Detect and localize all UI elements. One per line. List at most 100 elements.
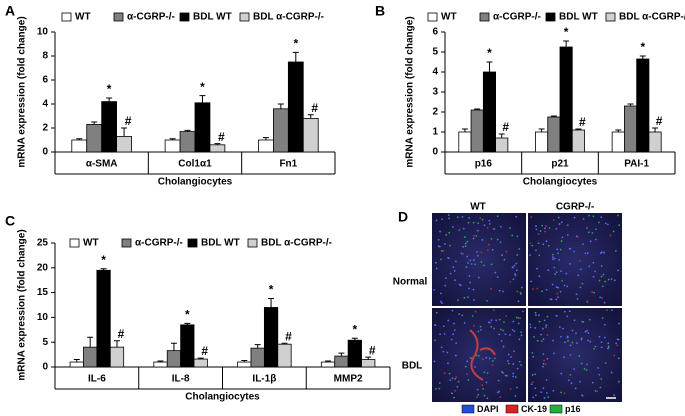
x-tick-label: Fn1 bbox=[279, 159, 297, 170]
cell-dot bbox=[443, 333, 446, 335]
cell-dot bbox=[601, 317, 604, 319]
cell-dot bbox=[618, 224, 621, 227]
cell-dot bbox=[502, 329, 504, 332]
cell-dot bbox=[435, 311, 438, 314]
cell-dot bbox=[556, 248, 559, 251]
cell-dot bbox=[435, 387, 437, 390]
cell-dot bbox=[591, 381, 594, 384]
y-tick-label: 10 bbox=[37, 312, 49, 323]
cell-dot bbox=[522, 310, 524, 313]
error-bar bbox=[184, 129, 191, 132]
cell-dot bbox=[509, 333, 511, 336]
cell-dot bbox=[580, 338, 583, 341]
cell-dot bbox=[557, 252, 559, 255]
cell-dot bbox=[544, 230, 546, 233]
cell-dot bbox=[542, 327, 544, 330]
cell-dot bbox=[552, 389, 555, 392]
cell-dot bbox=[504, 374, 507, 377]
cell-dot bbox=[449, 244, 451, 247]
error-bar bbox=[157, 360, 164, 363]
cell-dot bbox=[596, 390, 599, 393]
cell-dot bbox=[487, 249, 489, 252]
significance-mark: * bbox=[200, 80, 205, 94]
bar bbox=[495, 137, 509, 153]
bar bbox=[237, 361, 252, 368]
cell-dot bbox=[568, 247, 571, 250]
cell-dot bbox=[543, 397, 546, 399]
cell-dot bbox=[617, 214, 620, 217]
cell-dot bbox=[558, 326, 561, 328]
cell-dot bbox=[487, 243, 490, 246]
cell-dot bbox=[451, 392, 454, 395]
bar bbox=[470, 109, 484, 153]
cell-dot bbox=[560, 240, 563, 242]
bar bbox=[547, 116, 561, 153]
cell-dot bbox=[451, 309, 454, 312]
cell-dot bbox=[496, 215, 499, 218]
error-bar bbox=[325, 360, 332, 363]
cell-dot bbox=[469, 356, 472, 359]
cell-dot bbox=[496, 238, 499, 241]
cell-dot bbox=[603, 336, 606, 339]
row-label: BDL bbox=[402, 361, 423, 372]
cell-dot bbox=[448, 372, 451, 375]
cell-dot bbox=[498, 333, 501, 336]
cell-dot bbox=[581, 282, 584, 285]
cell-dot bbox=[594, 270, 596, 273]
cell-dot bbox=[445, 234, 448, 236]
cell-dot bbox=[545, 225, 547, 227]
significance-mark: * bbox=[564, 25, 569, 39]
cell-dot bbox=[553, 352, 555, 355]
bar bbox=[166, 350, 182, 368]
cell-dot bbox=[490, 263, 493, 266]
y-tick-label: 3 bbox=[432, 87, 438, 98]
cell-dot bbox=[560, 391, 563, 394]
cell-dot bbox=[530, 216, 533, 218]
cell-dot bbox=[555, 227, 558, 230]
cell-dot bbox=[600, 341, 603, 344]
cell-dot bbox=[439, 258, 442, 261]
cell-dot bbox=[511, 266, 514, 269]
bar bbox=[83, 346, 98, 368]
cell-dot bbox=[466, 255, 469, 258]
cell-dot bbox=[476, 388, 479, 391]
panel-letter: B bbox=[375, 3, 385, 19]
cell-dot bbox=[534, 387, 537, 390]
cell-dot bbox=[553, 257, 556, 260]
cell-dot bbox=[479, 325, 482, 328]
cell-dot bbox=[486, 372, 489, 374]
cell-dot bbox=[516, 367, 519, 370]
cell-dot bbox=[577, 274, 580, 277]
cell-dot bbox=[520, 364, 523, 366]
bar bbox=[101, 101, 117, 153]
cell-dot bbox=[438, 382, 441, 384]
cell-dot bbox=[492, 227, 495, 230]
cell-dot bbox=[583, 367, 586, 370]
cell-dot bbox=[512, 278, 515, 281]
legend-swatch bbox=[545, 12, 556, 22]
cell-dot bbox=[542, 243, 545, 246]
cell-dot bbox=[512, 320, 515, 323]
cell-dot bbox=[560, 221, 563, 224]
cell-dot bbox=[514, 376, 517, 378]
cell-dot bbox=[537, 232, 540, 235]
cell-dot bbox=[449, 272, 452, 275]
cell-dot bbox=[613, 279, 616, 282]
error-bar bbox=[365, 356, 372, 360]
cell-dot bbox=[589, 240, 592, 243]
cell-dot bbox=[501, 254, 503, 257]
x-tick-label: p16 bbox=[475, 159, 493, 170]
cell-dot bbox=[499, 241, 502, 244]
cell-dot bbox=[488, 219, 491, 222]
cell-dot bbox=[453, 279, 456, 282]
x-tick-label: α-SMA bbox=[86, 159, 118, 170]
significance-mark: # bbox=[311, 101, 318, 115]
cell-dot bbox=[563, 310, 566, 313]
cell-dot bbox=[509, 388, 512, 391]
cell-dot bbox=[490, 237, 493, 240]
cell-dot bbox=[535, 249, 537, 252]
legend-label: p16 bbox=[565, 404, 581, 414]
bar bbox=[272, 108, 289, 153]
error-bar bbox=[87, 336, 94, 348]
legend-label: α-CGRP-/- bbox=[493, 12, 541, 23]
